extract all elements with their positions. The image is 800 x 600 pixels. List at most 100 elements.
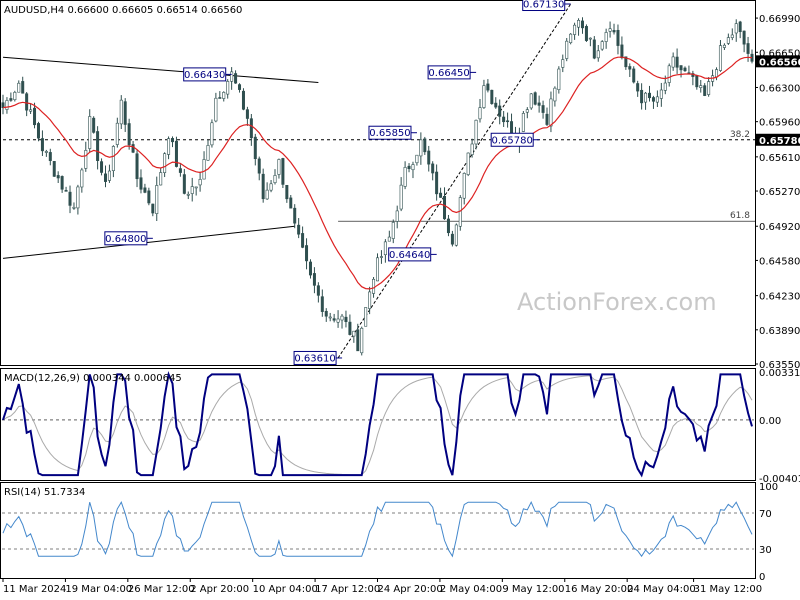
rsi-panel-frame <box>0 482 756 579</box>
candle-body <box>577 20 581 28</box>
candle-body <box>620 44 624 59</box>
time-tick-label: 16 May 20:00 <box>565 584 634 595</box>
candle-body <box>273 175 277 183</box>
candle-body <box>667 65 671 83</box>
fib-price-tag-bg <box>756 133 800 146</box>
candle-body <box>305 245 309 262</box>
candle-body <box>379 256 383 258</box>
candle-body <box>151 203 155 214</box>
time-tick-label: 17 Apr 12:00 <box>315 584 380 595</box>
moving-average-series <box>2 56 753 290</box>
candle-body <box>521 113 525 132</box>
candle-body <box>612 30 616 33</box>
candle-body <box>399 184 403 210</box>
candle-body <box>372 278 376 294</box>
candle-body <box>450 233 454 245</box>
candle-body <box>604 32 608 42</box>
candle-body <box>395 210 399 222</box>
candle-body <box>718 45 722 71</box>
rsi-tick-label: 0 <box>759 572 765 583</box>
candle-body <box>9 98 13 101</box>
candle-body <box>671 56 675 68</box>
candle-body <box>703 85 707 96</box>
candle-body <box>29 109 33 112</box>
candle-body <box>60 176 64 190</box>
candle-body <box>143 187 147 193</box>
candle-body <box>549 98 553 127</box>
candle-body <box>644 92 648 103</box>
fib-price-tag: 0.65780 <box>759 136 800 147</box>
candle-body <box>533 92 537 105</box>
price-panel-frame <box>0 0 756 366</box>
candle-body <box>466 152 470 175</box>
moving-average-line <box>2 56 753 290</box>
macd-header: MACD(12,26,9) 0.000344 0.000645 <box>4 373 182 384</box>
candle-body <box>573 24 577 35</box>
candle-body <box>565 40 569 59</box>
price-label-text: 0.66430 <box>184 70 225 81</box>
candle-body <box>707 81 711 95</box>
candle-body <box>178 168 182 173</box>
candle-body <box>269 183 273 191</box>
candle-body <box>171 138 175 143</box>
candle-body <box>608 28 612 32</box>
candle-body <box>17 82 21 93</box>
candle-body <box>238 84 242 90</box>
candle-body <box>486 83 490 91</box>
candle-body <box>344 316 348 322</box>
candle-body <box>135 153 139 180</box>
price-tick-label: 0.66990 <box>759 14 800 25</box>
candle-body <box>308 261 312 276</box>
candle-body <box>186 193 190 196</box>
candle-body <box>265 189 269 200</box>
candle-body <box>218 97 222 99</box>
candle-body <box>131 144 135 153</box>
candle-body <box>226 81 230 95</box>
candle-body <box>387 236 391 242</box>
candle-body <box>715 69 719 78</box>
candle-body <box>163 153 167 173</box>
candle-body <box>139 177 143 190</box>
candle-body <box>427 150 431 165</box>
candle-body <box>194 186 198 189</box>
candle-body <box>411 164 415 171</box>
candle-body <box>557 68 561 90</box>
candle-body <box>726 37 730 44</box>
current-price-tag-bg <box>756 55 800 68</box>
candle-body <box>123 101 127 125</box>
candle-body <box>490 89 494 104</box>
candle-body <box>324 310 328 317</box>
candle-body <box>21 81 25 94</box>
price-label-box <box>368 125 412 140</box>
rsi-line <box>2 501 753 558</box>
candle-body <box>80 169 84 188</box>
time-tick-label: 2 Apr 20:00 <box>190 584 249 595</box>
candle-body <box>655 96 659 103</box>
candle-body <box>648 92 652 99</box>
candle-body <box>159 172 163 186</box>
candle-body <box>454 224 458 246</box>
candle-body <box>92 117 96 133</box>
candle-body <box>190 186 194 194</box>
price-tick-label: 0.64230 <box>759 292 800 303</box>
price-label-box <box>427 65 471 80</box>
price-label-text: 0.67130 <box>523 0 564 11</box>
price-label-text: 0.63610 <box>294 353 335 364</box>
candle-body <box>474 119 478 145</box>
macd-line <box>2 370 753 478</box>
candle-body <box>352 330 356 337</box>
candle-body <box>659 89 663 99</box>
candle-body <box>33 107 37 126</box>
candle-body <box>44 151 48 153</box>
time-tick-label: 10 Apr 04:00 <box>253 584 318 595</box>
price-tick-label: 0.64920 <box>759 222 800 233</box>
candle-body <box>545 113 549 125</box>
candle-body <box>96 131 100 161</box>
rsi-tick-label: 70 <box>759 509 772 520</box>
price-tick-label: 0.63890 <box>759 326 800 337</box>
candle-body <box>403 167 407 187</box>
candle-body <box>663 82 667 91</box>
rsi-tick-label: 100 <box>759 482 778 493</box>
